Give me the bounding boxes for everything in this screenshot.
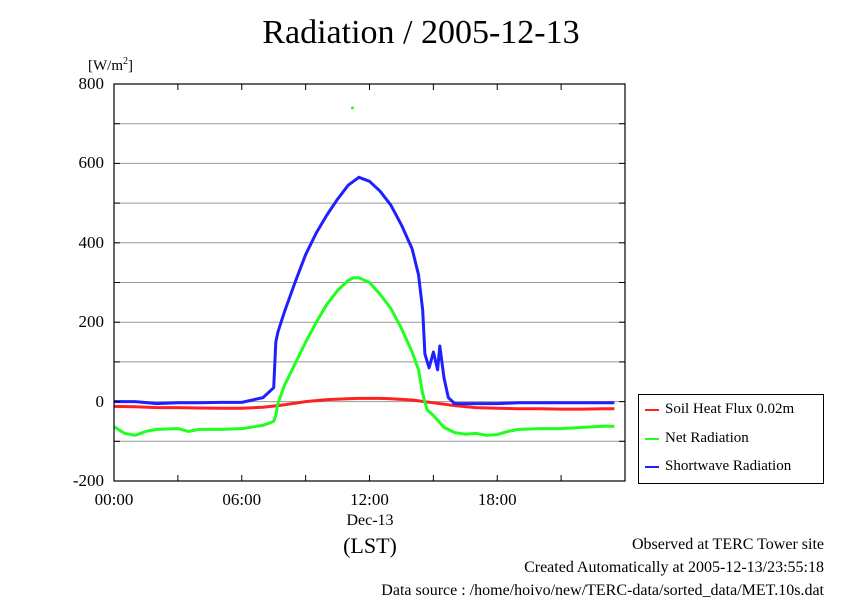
x-tick-label: 06:00 [222, 490, 262, 509]
legend-swatch-net-radiation [645, 437, 659, 440]
x-date-label: Dec-13 [346, 512, 394, 529]
y-tick-label: 400 [78, 232, 105, 252]
legend-label-net-radiation: Net Radiation [665, 430, 749, 446]
series-layer [113, 106, 615, 437]
series-line-shortwave-radiation [114, 175, 615, 406]
y-tick-label: -200 [72, 471, 104, 490]
x-tick-label: 12:00 [350, 490, 389, 509]
y-tick-label: 200 [78, 312, 105, 332]
footer-created: Created Automatically at 2005-12-13/23:5… [524, 559, 824, 576]
y-unit-exponent: 2 [123, 56, 128, 67]
series-line-net-radiation [113, 276, 615, 437]
y-tick-label: 0 [95, 391, 105, 411]
series-line-soil-heat-flux-0-02m [113, 396, 615, 411]
legend-item-shortwave-radiation: Shortwave Radiation [645, 458, 791, 475]
y-unit-close: ] [128, 58, 133, 74]
legend-swatch-soil-heat-flux [645, 408, 659, 411]
tick-marks [114, 83, 625, 482]
legend-swatch-shortwave-radiation [645, 465, 659, 468]
x-tick-label: 00:00 [94, 490, 134, 509]
y-unit-label: [W/m2] [88, 56, 133, 75]
x-tick-label: 18:00 [477, 490, 517, 509]
legend-item-net-radiation: Net Radiation [645, 430, 749, 447]
chart-title: Radiation / 2005-12-13 [262, 14, 580, 51]
legend-label-shortwave-radiation: Shortwave Radiation [665, 458, 792, 474]
legend: Soil Heat Flux 0.02m Net Radiation Short… [638, 394, 824, 484]
x-axis-label: (LST) [343, 533, 397, 558]
y-unit-base: [W/m [88, 58, 123, 74]
outlier-point [350, 106, 354, 110]
footer-observed: Observed at TERC Tower site [631, 536, 824, 553]
y-tick-label: 600 [78, 153, 105, 173]
footer-source: Data source : /home/hoivo/new/TERC-data/… [381, 582, 824, 599]
y-tick-label: 800 [78, 74, 105, 93]
legend-label-soil-heat-flux: Soil Heat Flux 0.02m [665, 401, 795, 417]
legend-item-soil-heat-flux: Soil Heat Flux 0.02m [645, 401, 794, 418]
